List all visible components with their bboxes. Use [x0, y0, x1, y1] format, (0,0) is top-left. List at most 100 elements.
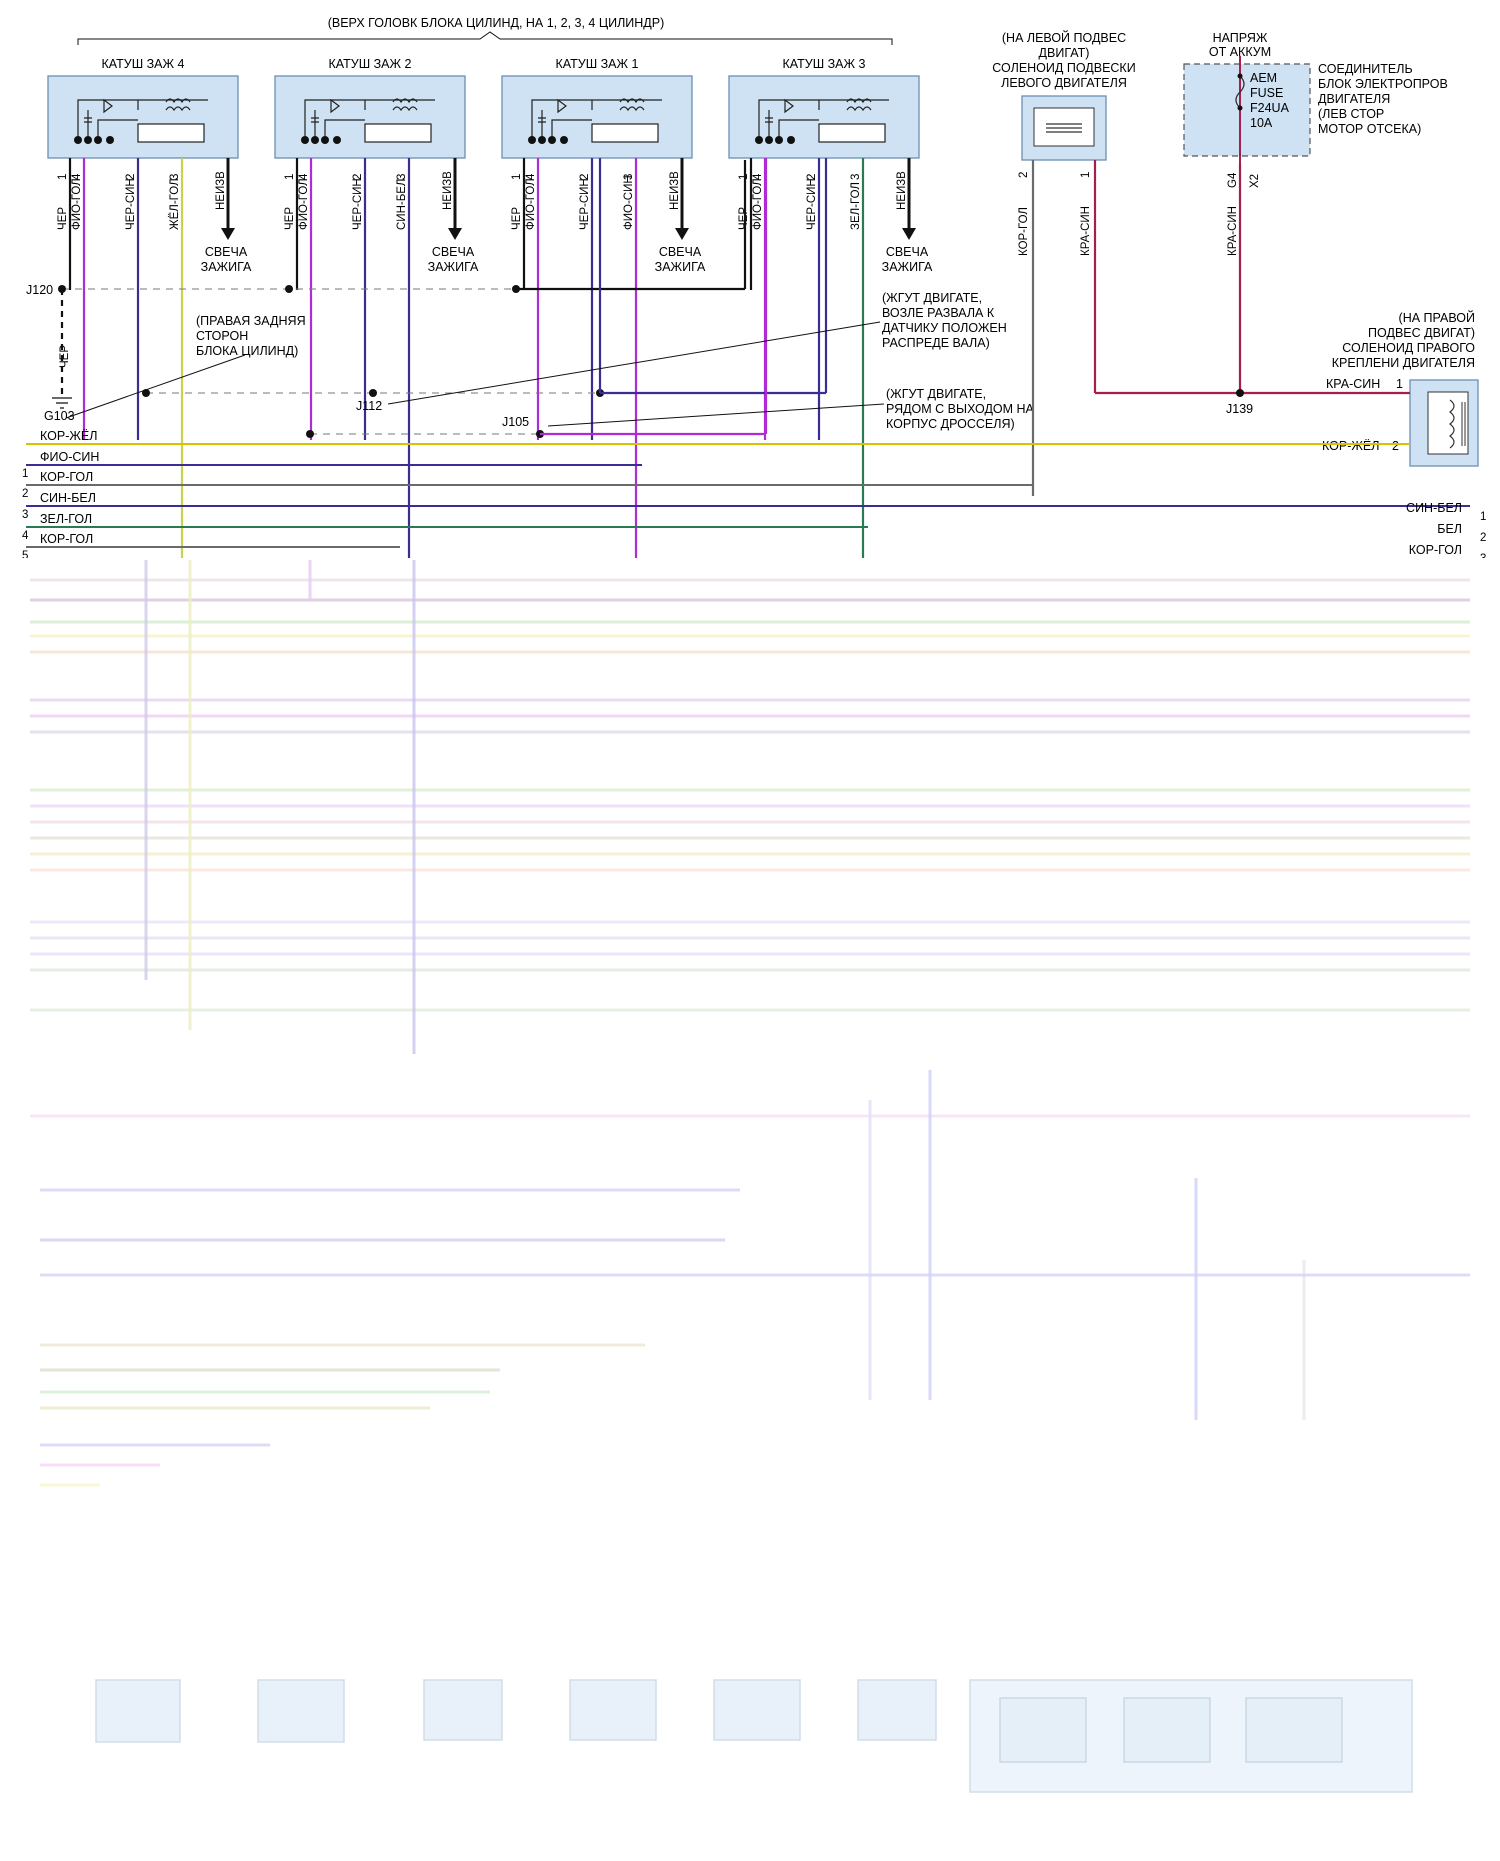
coil-pin-number: 1: [57, 174, 69, 180]
connector-label-5: МОТОР ОТСЕКА): [1318, 122, 1421, 136]
coil-node: [301, 136, 309, 144]
coil-node: [755, 136, 763, 144]
coil-title: КАТУШ ЗАЖ 1: [555, 57, 638, 71]
neizv-label: НЕИЗВ: [442, 171, 454, 210]
right-solenoid-wire-2: КОР-ЖЁЛ: [1322, 439, 1379, 453]
j105-dot: [306, 430, 314, 438]
coil-node: [528, 136, 536, 144]
coil-wire-label: ЧЕР-СИН: [579, 178, 591, 230]
harness-wire-label: СИН-БЕЛ: [40, 491, 96, 505]
splice-labels: J120 J112 J105 J139 G103 ЧЕР (ПРАВАЯ ЗАД…: [26, 283, 1253, 431]
note-leader: [547, 403, 885, 427]
note-g103-2: СТОРОН: [196, 329, 248, 343]
coil-module-icon: [137, 123, 205, 143]
splice-j105: J105: [502, 415, 529, 429]
note-j112-4: РАСПРЕДЕ ВАЛА): [882, 336, 990, 350]
coil-circuit-path: [531, 99, 662, 140]
harness-right-pin: 2: [1480, 532, 1486, 544]
connector-label-3: ДВИГАТЕЛЯ: [1318, 92, 1390, 106]
right-solenoid-wire-1: КРА-СИН: [1326, 377, 1380, 391]
left-solenoid-pin-1: 1: [1080, 172, 1092, 178]
diode-icon: [557, 98, 567, 114]
coil-wire-label: ФИО-СИН: [623, 175, 635, 230]
coil-node: [787, 136, 795, 144]
note-leader: [65, 354, 246, 419]
harness-pin-number: 3: [22, 509, 28, 521]
note-g103-3: БЛОКА ЦИЛИНД): [196, 344, 298, 358]
fuse-line-aem: AEM: [1250, 71, 1277, 85]
coil-winding-icon: [846, 98, 872, 112]
left-solenoid-label-3: СОЛЕНОИД ПОДВЕСКИ: [992, 61, 1135, 75]
coil-wire-label: ЧЕР: [511, 207, 523, 230]
coil-title: КАТУШ ЗАЖ 4: [101, 57, 184, 71]
arrow-down-icon: [902, 228, 916, 240]
harness-wire-label: КОР-ГОЛ: [40, 470, 93, 484]
harness-pin-number: 1: [22, 468, 28, 480]
fuse-line-fuse: FUSE: [1250, 86, 1283, 100]
coil-wire-label: СИН-БЕЛ: [396, 179, 408, 230]
coil-node: [538, 136, 546, 144]
coil-node: [74, 136, 82, 144]
arrow-down-icon: [221, 228, 235, 240]
coil-node: [548, 136, 556, 144]
coil-circuit-path: [304, 99, 435, 140]
spark-plug-label-2: ЗАЖИГА: [655, 260, 706, 274]
right-solenoid-winding-icon: [1449, 399, 1455, 449]
coil-pin-number: 2: [352, 174, 364, 180]
coil-pin-number: 3: [396, 174, 408, 180]
diode-icon: [330, 98, 340, 114]
fuse-wire-label: КРА-СИН: [1227, 206, 1239, 256]
blurred-component-box: [95, 1679, 181, 1743]
blurred-component-box: [999, 1697, 1087, 1763]
spark-plug-label: СВЕЧА: [659, 245, 702, 259]
note-j112-3: ДАТЧИКУ ПОЛОЖЕН: [882, 321, 1007, 335]
lower-background: [0, 558, 1500, 1861]
fuse-line-id: F24UA: [1250, 101, 1290, 115]
capacitor-icon: [311, 117, 319, 123]
coil-node: [321, 136, 329, 144]
note-j105-3: КОРПУС ДРОССЕЛЯ): [886, 417, 1015, 431]
spark-plug-label: СВЕЧА: [205, 245, 248, 259]
coil-wire-label: ФИО-ГОЛ: [752, 178, 764, 230]
coil-title: КАТУШ ЗАЖ 2: [328, 57, 411, 71]
coil-node: [311, 136, 319, 144]
spark-plug-label-2: ЗАЖИГА: [882, 260, 933, 274]
harness-wire-label: ФИО-СИН: [40, 450, 99, 464]
right-solenoid-pin-2: 2: [1392, 439, 1399, 453]
supply-label-2: ОТ АККУМ: [1209, 45, 1271, 59]
spark-plug-label-2: ЗАЖИГА: [201, 260, 252, 274]
coil-schematic-icon: [304, 98, 435, 143]
coil-pin-number: 4: [71, 173, 83, 180]
left-solenoid-wire-b: КРА-СИН: [1080, 206, 1092, 256]
harness-pin-number: 5: [22, 550, 28, 562]
fuse-box: [1183, 63, 1311, 157]
note-j105-1: (ЖГУТ ДВИГАТЕ,: [886, 387, 986, 401]
coil-schematic-icon: [531, 98, 662, 143]
spark-plug-label-2: ЗАЖИГА: [428, 260, 479, 274]
blurred-component-box: [423, 1679, 503, 1741]
harness-right-label: СИН-БЕЛ: [1406, 501, 1462, 515]
harness-wire-label: КОР-ГОЛ: [40, 532, 93, 546]
coil-box: [274, 75, 466, 159]
note-j105-2: РЯДОМ С ВЫХОДОМ НА: [886, 402, 1035, 416]
harness-right-pin: 1: [1480, 511, 1486, 523]
coil-pin-number: 3: [623, 174, 635, 180]
right-solenoid: (НА ПРАВОЙ ПОДВЕС ДВИГАТ) СОЛЕНОИД ПРАВО…: [1322, 310, 1479, 467]
coil-box: [728, 75, 920, 159]
left-solenoid-label-2: ДВИГАТ): [1039, 46, 1090, 60]
splice-j120: J120: [26, 283, 53, 297]
coil-schematic-icon: [758, 98, 889, 143]
coil-wire-label: ЖЁЛ-ГОЛ: [169, 178, 181, 230]
j139-dot: [1236, 389, 1244, 397]
coil-node: [765, 136, 773, 144]
coil-pin-number: 1: [284, 174, 296, 180]
blurred-component-box: [1123, 1697, 1211, 1763]
capacitor-icon: [84, 117, 92, 123]
left-solenoid: (НА ЛЕВОЙ ПОДВЕС ДВИГАТ) СОЛЕНОИД ПОДВЕС…: [992, 30, 1135, 256]
coil-pin-number: 4: [298, 173, 310, 180]
arrow-down-icon: [675, 228, 689, 240]
capacitor-icon: [765, 117, 773, 123]
diode-icon: [784, 98, 794, 114]
left-solenoid-label-4: ЛЕВОГО ДВИГАТЕЛЯ: [1001, 76, 1127, 90]
